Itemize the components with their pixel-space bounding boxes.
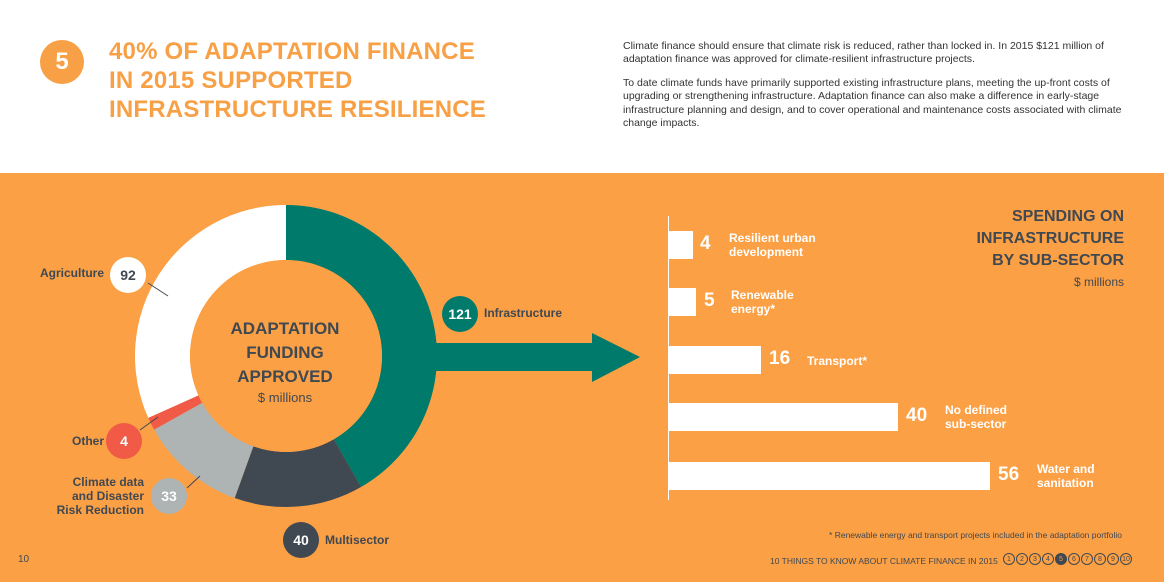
bar-water-sanitation-label: Water and sanitation: [1037, 462, 1095, 490]
donut-slice-agriculture: [134, 205, 286, 418]
climate-value: 33: [151, 478, 187, 514]
bar-chart-title: SPENDING ON INFRASTRUCTURE BY SUB-SECTOR: [940, 206, 1124, 272]
footer-title: 10 THINGS TO KNOW ABOUT CLIMATE FINANCE …: [770, 556, 998, 566]
donut-slice-other: [148, 395, 203, 430]
bar-renewable-energy: [669, 288, 696, 316]
center-title-line-2: FUNDING: [246, 343, 324, 362]
bar-water-sanitation-label-line-1: Water and: [1037, 462, 1095, 476]
bar-no-defined-sub-sector: [669, 403, 898, 431]
other-value: 4: [106, 423, 142, 459]
bar-water-sanitation-value: 56: [998, 464, 1020, 485]
section-number-badge: 5: [40, 40, 84, 84]
page-link-7[interactable]: 7: [1081, 553, 1093, 565]
page-link-2[interactable]: 2: [1016, 553, 1028, 565]
page-link-8[interactable]: 8: [1094, 553, 1106, 565]
bar-renewable-energy-value: 5: [704, 290, 715, 311]
bar-water-sanitation: [669, 462, 990, 490]
bar-renewable-energy-label: Renewable energy*: [731, 288, 794, 316]
page-link-9[interactable]: 9: [1107, 553, 1119, 565]
bar-transport: [669, 346, 761, 374]
bar-resilient-urban-value: 4: [700, 233, 711, 254]
center-title-line-3: APPROVED: [237, 367, 333, 386]
agriculture-value: 92: [110, 257, 146, 293]
header-section: 5 40% OF ADAPTATION FINANCE IN 2015 SUPP…: [0, 0, 1164, 173]
bar-transport-label: Transport*: [807, 354, 868, 368]
page-number: 10: [18, 554, 30, 565]
page-link-6[interactable]: 6: [1068, 553, 1080, 565]
bar-renewable-energy-label-line-2: energy*: [731, 302, 776, 316]
infrastructure-value: 121: [442, 296, 478, 332]
bar-resilient-urban-label-line-2: development: [729, 245, 804, 259]
arrow-shape: [420, 333, 640, 382]
bar-chart-unit: $ millions: [1073, 275, 1124, 289]
page-link-3[interactable]: 3: [1029, 553, 1041, 565]
bar-chart-title-line-3: BY SUB-SECTOR: [992, 252, 1124, 269]
bar-chart-title-line-1: SPENDING ON: [1011, 208, 1124, 225]
donut-center-title: ADAPTATION FUNDING APPROVED: [215, 317, 355, 389]
bar-resilient-urban: [669, 231, 693, 259]
infrastructure-label: Infrastructure: [484, 306, 563, 320]
footnote: * Renewable energy and transport project…: [829, 530, 1122, 540]
agriculture-label: Agriculture: [40, 266, 105, 280]
bar-chart-title-line-2: INFRASTRUCTURE: [976, 230, 1124, 247]
bar-no-defined-sub-sector-value: 40: [906, 405, 928, 426]
donut-center-unit: $ millions: [257, 390, 313, 405]
donut-center: [190, 260, 382, 452]
page-link-4[interactable]: 4: [1042, 553, 1054, 565]
bar-no-defined-label-line-1: No defined: [945, 403, 1007, 417]
bar-water-sanitation-label-line-2: sanitation: [1037, 476, 1094, 490]
intro-paragraph-2: To date climate funds have primarily sup…: [623, 76, 1122, 130]
page-link-5[interactable]: 5: [1055, 553, 1067, 565]
bar-resilient-urban-label: Resilient urban development: [729, 231, 816, 259]
climate-label: Climate data and Disaster Risk Reduction: [40, 475, 144, 517]
other-leader-line: [139, 416, 159, 431]
intro-paragraph-1: Climate finance should ensure that clima…: [623, 40, 1104, 66]
page-link-10[interactable]: 10: [1120, 553, 1132, 565]
bar-resilient-urban-label-line-1: Resilient urban: [729, 231, 816, 245]
page-link-1[interactable]: 1: [1003, 553, 1015, 565]
donut-slice-climate-data-and-disaster-risk-reduction: [154, 402, 254, 499]
climate-label-line-2: and Disaster: [71, 489, 144, 503]
bar-renewable-energy-label-line-1: Renewable: [731, 288, 794, 302]
climate-leader-line: [186, 475, 201, 489]
multisector-label: Multisector: [325, 533, 390, 547]
center-title-line-1: ADAPTATION: [230, 319, 340, 338]
bar-transport-value: 16: [769, 348, 791, 369]
agriculture-leader-line: [147, 282, 169, 297]
multisector-value: 40: [283, 522, 319, 558]
donut-slice-multisector: [234, 439, 362, 507]
donut-slices: [134, 205, 437, 507]
bar-no-defined-sub-sector-label: No defined sub-sector: [945, 403, 1007, 431]
page-title: 40% OF ADAPTATION FINANCE IN 2015 SUPPOR…: [109, 38, 487, 123]
bar-no-defined-label-line-2: sub-sector: [945, 417, 1007, 431]
donut-slice-infrastructure: [286, 205, 437, 488]
climate-label-line-3: Risk Reduction: [56, 503, 144, 517]
climate-label-line-1: Climate data: [72, 475, 144, 489]
other-label: Other: [72, 434, 105, 448]
page-navigation: 1 2 3 4 5 6 7 8 9 10: [1003, 553, 1132, 565]
intro-text: Climate finance should ensure that clima…: [623, 40, 1123, 140]
